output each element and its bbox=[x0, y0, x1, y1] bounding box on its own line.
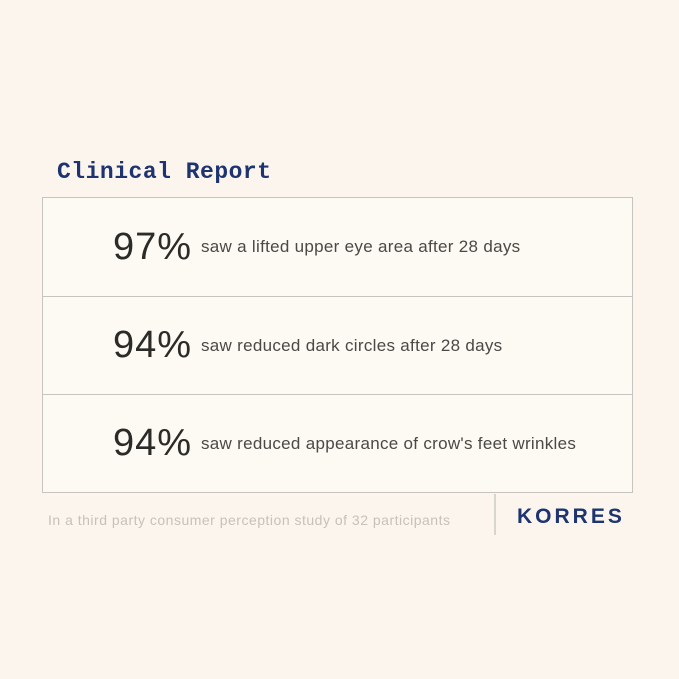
stat-percent: 97% bbox=[113, 225, 193, 268]
table-row: 94% saw reduced appearance of crow's fee… bbox=[43, 394, 632, 492]
footer-divider bbox=[494, 494, 496, 535]
table-row: 97% saw a lifted upper eye area after 28… bbox=[43, 198, 632, 296]
stat-percent: 94% bbox=[113, 324, 193, 366]
stat-description: saw reduced dark circles after 28 days bbox=[201, 335, 503, 355]
stat-description: saw reduced appearance of crow's feet wr… bbox=[201, 433, 577, 453]
table-row: 94% saw reduced dark circles after 28 da… bbox=[43, 296, 632, 394]
study-disclaimer: In a third party consumer perception stu… bbox=[48, 512, 451, 528]
stat-description: saw a lifted upper eye area after 28 day… bbox=[201, 237, 521, 256]
page-title: Clinical Report bbox=[57, 159, 272, 185]
clinical-stats-table: 97% saw a lifted upper eye area after 28… bbox=[42, 197, 633, 493]
korres-logo: KORRES bbox=[517, 505, 625, 528]
stat-percent: 94% bbox=[113, 422, 193, 464]
